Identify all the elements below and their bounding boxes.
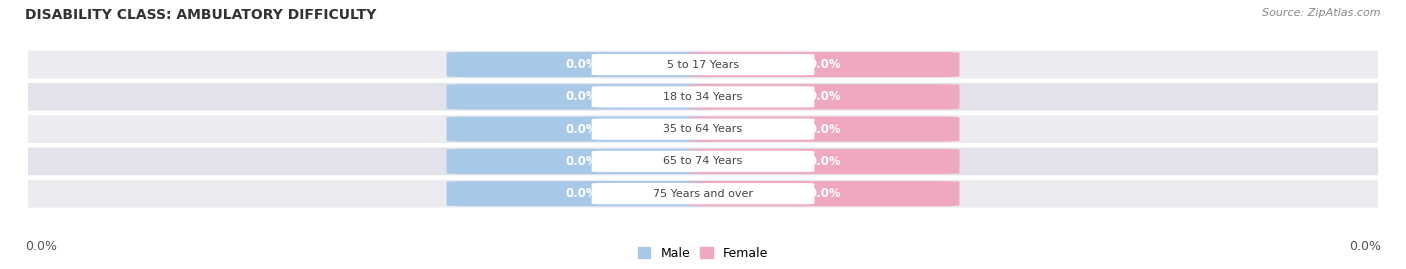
Text: 5 to 17 Years: 5 to 17 Years: [666, 59, 740, 70]
FancyBboxPatch shape: [592, 151, 814, 172]
FancyBboxPatch shape: [8, 147, 1398, 175]
FancyBboxPatch shape: [447, 116, 717, 142]
FancyBboxPatch shape: [8, 115, 1398, 143]
Text: 0.0%: 0.0%: [565, 58, 598, 71]
FancyBboxPatch shape: [592, 54, 814, 75]
Text: DISABILITY CLASS: AMBULATORY DIFFICULTY: DISABILITY CLASS: AMBULATORY DIFFICULTY: [25, 8, 377, 22]
Text: 0.0%: 0.0%: [565, 187, 598, 200]
FancyBboxPatch shape: [592, 86, 814, 108]
Text: 18 to 34 Years: 18 to 34 Years: [664, 92, 742, 102]
FancyBboxPatch shape: [8, 83, 1398, 111]
FancyBboxPatch shape: [689, 149, 959, 174]
FancyBboxPatch shape: [447, 84, 717, 109]
Text: 0.0%: 0.0%: [565, 123, 598, 136]
Text: 35 to 64 Years: 35 to 64 Years: [664, 124, 742, 134]
Text: 0.0%: 0.0%: [808, 155, 841, 168]
Text: 0.0%: 0.0%: [808, 58, 841, 71]
Text: 0.0%: 0.0%: [1348, 240, 1381, 253]
FancyBboxPatch shape: [592, 118, 814, 140]
Text: 0.0%: 0.0%: [565, 90, 598, 103]
FancyBboxPatch shape: [689, 84, 959, 109]
Legend: Male, Female: Male, Female: [633, 242, 773, 265]
Text: 0.0%: 0.0%: [808, 187, 841, 200]
FancyBboxPatch shape: [689, 181, 959, 206]
Text: 75 Years and over: 75 Years and over: [652, 189, 754, 199]
FancyBboxPatch shape: [689, 116, 959, 142]
Text: 0.0%: 0.0%: [25, 240, 58, 253]
FancyBboxPatch shape: [447, 52, 717, 77]
FancyBboxPatch shape: [592, 183, 814, 204]
FancyBboxPatch shape: [447, 149, 717, 174]
FancyBboxPatch shape: [447, 181, 717, 206]
Text: 0.0%: 0.0%: [808, 90, 841, 103]
FancyBboxPatch shape: [8, 180, 1398, 208]
Text: Source: ZipAtlas.com: Source: ZipAtlas.com: [1263, 8, 1381, 18]
Text: 0.0%: 0.0%: [565, 155, 598, 168]
FancyBboxPatch shape: [689, 52, 959, 77]
FancyBboxPatch shape: [8, 51, 1398, 79]
Text: 65 to 74 Years: 65 to 74 Years: [664, 156, 742, 167]
Text: 0.0%: 0.0%: [808, 123, 841, 136]
